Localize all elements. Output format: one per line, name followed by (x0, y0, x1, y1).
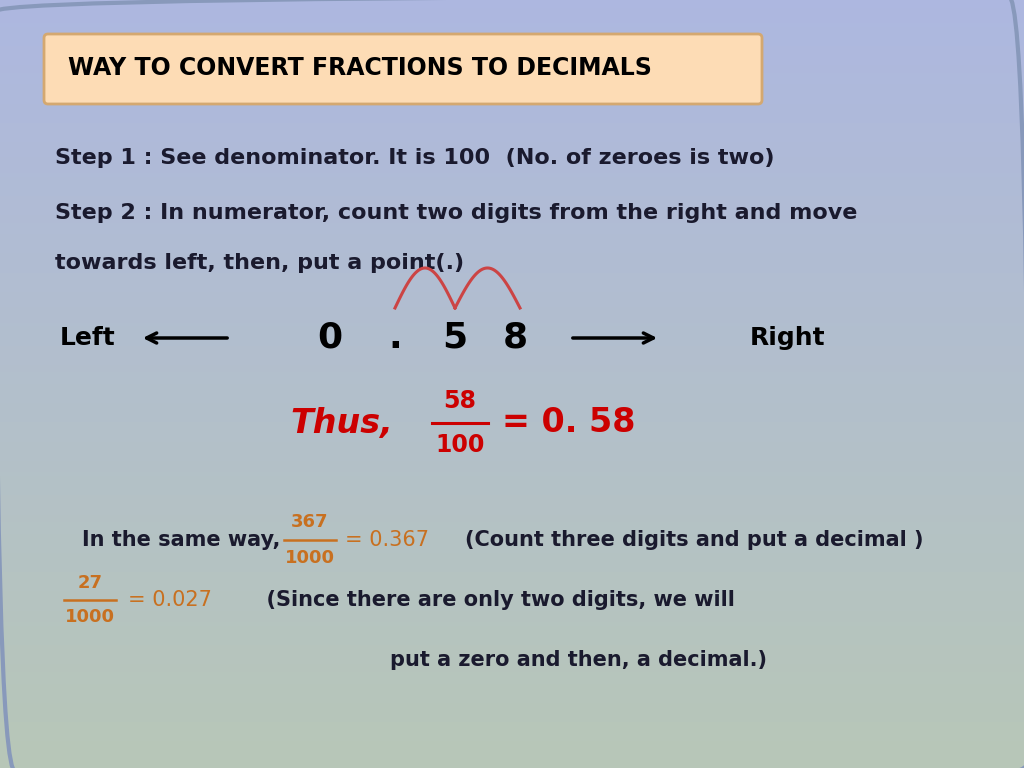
Text: 8: 8 (503, 321, 527, 355)
Text: 58: 58 (443, 389, 476, 413)
Text: 5: 5 (442, 321, 468, 355)
Text: Thus,: Thus, (290, 406, 393, 439)
Text: 367: 367 (291, 513, 329, 531)
Text: In the same way,: In the same way, (82, 530, 281, 550)
Text: towards left, then, put a point(.): towards left, then, put a point(.) (55, 253, 464, 273)
Text: Left: Left (60, 326, 116, 350)
Text: 27: 27 (78, 574, 102, 592)
Text: Step 2 : In numerator, count two digits from the right and move: Step 2 : In numerator, count two digits … (55, 203, 857, 223)
Text: Right: Right (750, 326, 825, 350)
FancyBboxPatch shape (44, 34, 762, 104)
Text: .: . (388, 321, 401, 355)
Text: = 0.367: = 0.367 (345, 530, 429, 550)
Text: = 0.027: = 0.027 (128, 590, 212, 610)
Text: = 0. 58: = 0. 58 (502, 406, 636, 439)
Text: 1000: 1000 (65, 608, 115, 626)
Text: 100: 100 (435, 433, 484, 457)
Text: 0: 0 (317, 321, 343, 355)
Text: (Count three digits and put a decimal ): (Count three digits and put a decimal ) (465, 530, 924, 550)
Text: 1000: 1000 (285, 549, 335, 567)
Text: Step 1 : See denominator. It is 100  (No. of zeroes is two): Step 1 : See denominator. It is 100 (No.… (55, 148, 774, 168)
Text: put a zero and then, a decimal.): put a zero and then, a decimal.) (390, 650, 767, 670)
Text: (Since there are only two digits, we will: (Since there are only two digits, we wil… (252, 590, 735, 610)
Text: WAY TO CONVERT FRACTIONS TO DECIMALS: WAY TO CONVERT FRACTIONS TO DECIMALS (68, 56, 652, 80)
